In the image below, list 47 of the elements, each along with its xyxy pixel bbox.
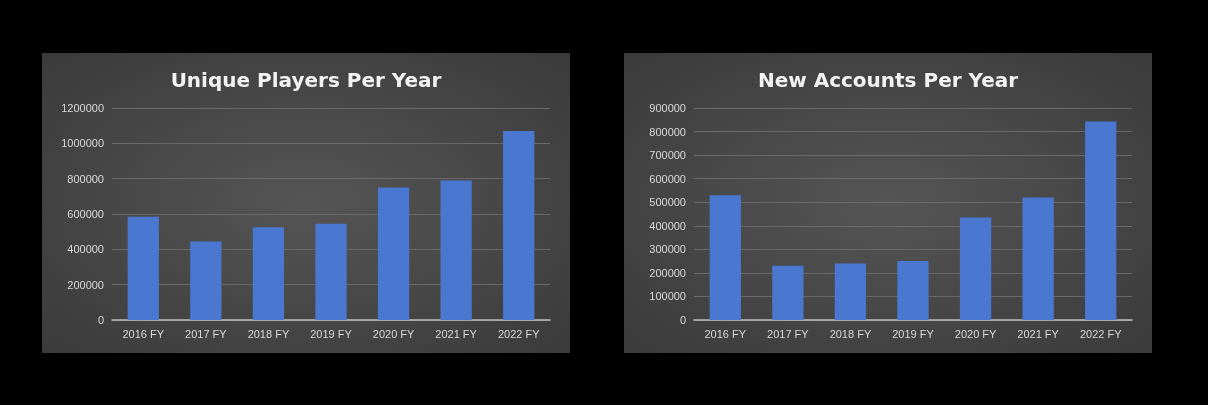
bar (252, 227, 285, 320)
x-tick-label: 2020 FY (954, 327, 998, 340)
bar (772, 265, 804, 320)
x-tick-label: 2018 FY (829, 327, 872, 340)
bar (834, 263, 867, 320)
y-tick-label: 100000 (649, 290, 686, 303)
y-tick-label: 200000 (67, 278, 104, 291)
y-tick-label: 1000000 (61, 137, 104, 150)
bar (897, 261, 929, 320)
x-tick-label: 2022 FY (1079, 327, 1123, 340)
y-tick-label: 400000 (649, 219, 686, 232)
y-tick-label: 700000 (649, 149, 686, 162)
chart-title: Unique Players Per Year (170, 68, 442, 92)
x-tick-label: 2016 FY (122, 327, 165, 340)
x-tick-label: 2021 FY (435, 327, 478, 340)
bar (190, 241, 222, 320)
x-tick-label: 2020 FY (372, 327, 416, 340)
x-tick-label: 2019 FY (892, 327, 935, 340)
y-tick-label: 200000 (649, 266, 686, 279)
x-tick-label: 2017 FY (767, 327, 810, 340)
x-tick-label: 2022 FY (497, 327, 541, 340)
y-tick-label: 900000 (649, 102, 686, 114)
bar (127, 216, 159, 320)
y-tick-label: 1200000 (61, 102, 104, 114)
bar (709, 195, 741, 320)
y-tick-label: 0 (97, 314, 104, 326)
bar (959, 217, 992, 320)
x-tick-label: 2018 FY (247, 327, 290, 340)
y-tick-label: 300000 (649, 243, 686, 256)
bar (377, 187, 410, 320)
x-tick-label: 2021 FY (1017, 327, 1060, 340)
bar (440, 180, 472, 320)
bar (503, 130, 535, 320)
x-tick-label: 2019 FY (310, 327, 353, 340)
x-tick-label: 2016 FY (704, 327, 747, 340)
y-tick-label: 800000 (67, 172, 104, 185)
y-tick-label: 800000 (649, 125, 686, 138)
bar (315, 223, 347, 320)
y-tick-label: 500000 (649, 196, 686, 209)
chart-title: New Accounts Per Year (757, 68, 1019, 92)
y-tick-label: 0 (679, 314, 686, 326)
x-tick-label: 2017 FY (185, 327, 228, 340)
bar (1022, 197, 1054, 320)
y-tick-label: 600000 (649, 172, 686, 185)
y-tick-label: 400000 (67, 243, 104, 256)
bar (1085, 121, 1117, 320)
y-tick-label: 600000 (67, 208, 104, 220)
